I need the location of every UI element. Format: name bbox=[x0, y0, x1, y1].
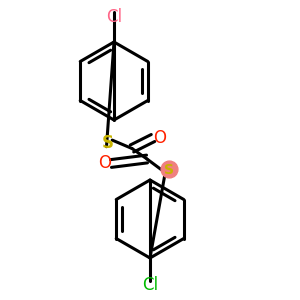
Text: Cl: Cl bbox=[142, 276, 158, 294]
Circle shape bbox=[161, 161, 178, 178]
Text: S: S bbox=[102, 134, 114, 152]
Text: O: O bbox=[98, 154, 112, 172]
Text: O: O bbox=[153, 129, 166, 147]
Text: Cl: Cl bbox=[106, 8, 122, 26]
Text: S: S bbox=[164, 163, 175, 176]
